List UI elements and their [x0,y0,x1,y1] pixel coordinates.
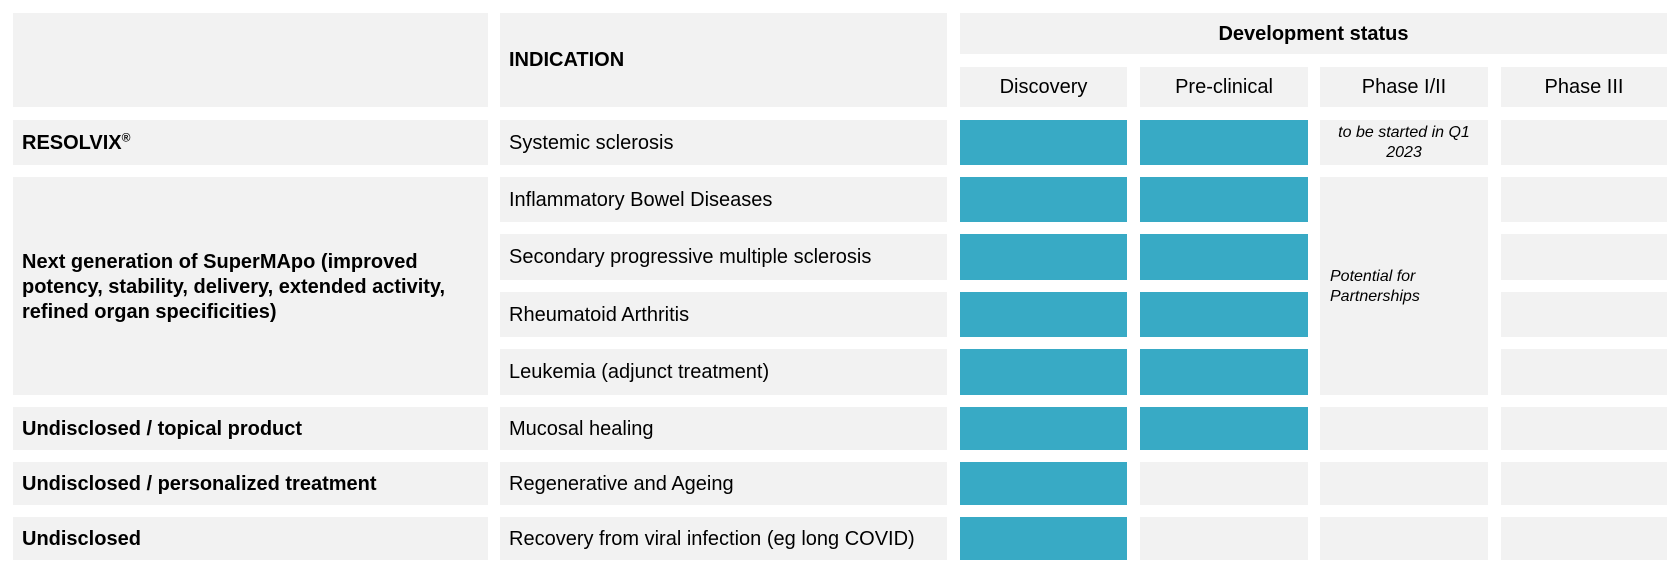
phase-header-phase12: Phase I/II [1361,76,1447,98]
indication-spms: Secondary progressive multiple sclerosis [509,246,872,268]
phase-header-preclinical-cell [1140,67,1308,107]
progress-bar-preclinical [1140,349,1308,395]
development-status-header-cell [960,13,1667,54]
progress-bar-preclinical [1140,407,1308,450]
status-cell-empty [1501,407,1667,450]
status-cell-empty [1320,517,1488,560]
indication-cell [500,234,947,280]
progress-bar-preclinical [1140,120,1308,165]
indication-cell [500,177,947,222]
product-name-resolvix: RESOLVIX® [22,130,131,154]
phase-header-phase12-cell [1320,67,1488,107]
indication-cell [500,407,947,450]
indication-regenerative-ageing: Regenerative and Ageing [509,473,734,495]
progress-bar-discovery [960,517,1127,560]
product-name-undisclosed: Undisclosed [22,528,141,550]
development-status-header: Development status [1218,23,1409,45]
progress-bar-discovery [960,234,1127,280]
status-cell-empty [1501,517,1667,560]
phase-header-phase3: Phase III [1544,76,1624,98]
status-cell-empty [1320,462,1488,505]
product-name-supermapo: Next generation of SuperMApo (improved p… [22,251,446,323]
product-name-personalized: Undisclosed / personalized treatment [22,473,377,495]
phase12-start-note: to be started in Q1 2023 [1338,124,1470,161]
phase12-cell-partnerships [1320,177,1488,395]
indication-viral-recovery: Recovery from viral infection (eg long C… [509,528,915,550]
product-cell-topical [13,407,488,450]
indication-ibd: Inflammatory Bowel Diseases [509,189,773,211]
progress-bar-discovery [960,177,1127,222]
status-cell-empty [1501,462,1667,505]
progress-bar-discovery [960,349,1127,395]
indication-header: INDICATION [509,49,625,71]
product-name-topical: Undisclosed / topical product [22,418,303,440]
product-cell-undisclosed [13,517,488,560]
progress-bar-discovery [960,407,1127,450]
progress-bar-discovery [960,120,1127,165]
phase-header-preclinical: Pre-clinical [1175,76,1273,98]
status-cell-empty [1501,234,1667,280]
status-cell-empty [1501,349,1667,395]
progress-bar-discovery [960,462,1127,505]
indication-systemic-sclerosis: Systemic sclerosis [509,132,674,154]
product-cell-resolvix [13,120,488,165]
status-cell-empty [1501,177,1667,222]
indication-cell [500,349,947,395]
indication-mucosal-healing: Mucosal healing [509,418,654,440]
header-corner-cell [13,13,488,107]
indication-leukemia: Leukemia (adjunct treatment) [509,361,770,383]
indication-cell [500,292,947,337]
progress-bar-discovery [960,292,1127,337]
phase-header-phase3-cell [1501,67,1667,107]
indication-cell [500,517,947,560]
indication-cell [500,462,947,505]
indication-header-cell [500,13,947,107]
status-cell-empty [1320,407,1488,450]
registered-mark: ® [121,130,131,145]
phase12-cell-resolvix [1320,120,1488,165]
phase-header-discovery-cell [960,67,1127,107]
indication-cell [500,120,947,165]
progress-bar-preclinical [1140,234,1308,280]
status-cell-empty [1501,120,1667,165]
product-cell-personalized [13,462,488,505]
partnerships-note: Potential for Partnerships [1330,268,1420,305]
product-cell-supermapo [13,177,488,395]
phase-header-discovery: Discovery [999,76,1088,98]
progress-bar-preclinical [1140,177,1308,222]
status-cell-empty [1140,462,1308,505]
status-cell-empty [1140,517,1308,560]
indication-rheumatoid-arthritis: Rheumatoid Arthritis [509,304,690,326]
progress-bar-preclinical [1140,292,1308,337]
status-cell-empty [1501,292,1667,337]
